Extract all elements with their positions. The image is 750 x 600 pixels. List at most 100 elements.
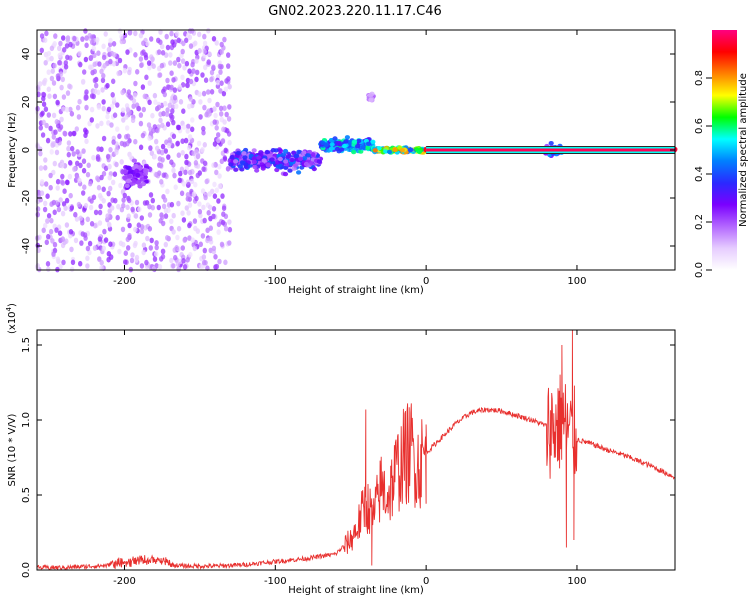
heatmap-cell	[53, 33, 58, 39]
heatmap-cell	[158, 29, 163, 35]
heatmap-cell	[356, 138, 362, 144]
heatmap-cell	[91, 194, 97, 201]
heatmap-cell	[209, 76, 214, 83]
snr-line	[36, 329, 675, 571]
heatmap-cell	[203, 194, 208, 201]
heatmap-cell	[180, 245, 185, 251]
heatmap-cell	[85, 216, 91, 223]
heatmap-cell	[171, 167, 176, 174]
heatmap-cell	[226, 63, 231, 69]
heatmap-cell	[39, 33, 45, 39]
heatmap-cell	[219, 241, 225, 248]
heatmap-cell	[172, 172, 177, 179]
heatmap-cell	[125, 133, 131, 140]
heatmap-cell	[161, 203, 167, 210]
heatmap-cell	[101, 43, 106, 50]
heatmap-cell	[215, 79, 220, 86]
heatmap-cell	[142, 93, 147, 100]
heatmap-cell	[131, 103, 136, 109]
heatmap-cell	[115, 126, 120, 132]
heatmap-cell	[125, 204, 130, 211]
heatmap-cell	[92, 245, 98, 251]
heatmap-cell	[81, 148, 86, 154]
heatmap-cell	[123, 250, 128, 256]
heatmap-cell	[220, 219, 226, 226]
heatmap-cell	[184, 153, 189, 160]
heatmap-cell	[169, 257, 174, 264]
heatmap-cell	[334, 146, 341, 152]
heatmap-cell	[80, 220, 85, 226]
heatmap-cell	[116, 70, 121, 77]
heatmap-cell	[106, 106, 112, 113]
heatmap-cell	[154, 240, 159, 246]
heatmap-cell	[57, 230, 63, 236]
heatmap-cell	[185, 82, 190, 89]
heatmap-cell	[335, 140, 342, 146]
heatmap-cell	[214, 263, 220, 270]
heatmap-cell	[332, 136, 338, 141]
heatmap-cell	[35, 105, 40, 112]
heatmap-cell	[109, 254, 114, 260]
heatmap-cell	[138, 120, 144, 127]
heatmap-cell	[165, 84, 171, 90]
heatmap-cell	[53, 129, 58, 135]
heatmap-cell	[97, 61, 102, 67]
heatmap-cell	[167, 102, 172, 109]
heatmap-cell	[45, 218, 50, 224]
x-tick-label: -100	[264, 276, 287, 287]
heatmap-cell	[171, 77, 176, 83]
heatmap-cell	[120, 89, 125, 96]
heatmap-cell	[242, 155, 248, 160]
snr-y-ticks: 0.0 0.5 1.0 1.5	[21, 337, 675, 578]
heatmap-cell	[213, 253, 218, 260]
heatmap-cell	[211, 64, 216, 70]
heatmap-cell	[94, 82, 99, 89]
heatmap-cell	[101, 99, 106, 105]
spectrogram-y-label: Frequency (Hz)	[7, 112, 18, 188]
heatmap-cell	[128, 154, 133, 161]
heatmap-cell	[147, 99, 152, 106]
heatmap-cell	[207, 191, 212, 197]
heatmap-cell	[251, 159, 257, 165]
heatmap-cell	[147, 64, 152, 71]
heatmap-cell	[188, 96, 193, 102]
heatmap-cell	[215, 101, 220, 108]
heatmap-cell	[187, 222, 192, 229]
heatmap-cell	[178, 170, 183, 177]
heatmap-cell	[160, 50, 166, 56]
y-tick-label: -40	[21, 238, 32, 254]
heatmap-cell	[95, 123, 100, 129]
heatmap-cell	[202, 40, 208, 47]
heatmap-cell	[185, 257, 190, 263]
heatmap-cell	[175, 124, 181, 131]
heatmap-cell	[85, 245, 91, 252]
heatmap-cell	[204, 178, 209, 185]
heatmap-cell	[76, 201, 82, 208]
heatmap-cell	[40, 110, 45, 117]
heatmap-cell	[376, 146, 382, 151]
heatmap-cell	[39, 190, 45, 196]
heatmap-cell	[201, 259, 207, 266]
heatmap-cell	[181, 124, 187, 130]
heatmap-cell	[67, 173, 73, 180]
heatmap-cell	[133, 80, 138, 87]
heatmap-cell	[137, 184, 143, 189]
heatmap-cell	[150, 204, 155, 211]
heatmap-cell	[195, 172, 200, 179]
heatmap-cell	[92, 77, 98, 84]
heatmap-cell	[186, 123, 191, 130]
x-tick-label: -200	[113, 276, 136, 287]
heatmap-cell	[214, 125, 219, 131]
heatmap-cell	[164, 33, 169, 40]
heatmap-cell	[125, 236, 130, 243]
heatmap-cell	[117, 57, 123, 64]
heatmap-cell	[41, 101, 47, 107]
heatmap-cell	[216, 198, 221, 204]
heatmap-cell	[223, 259, 228, 266]
heatmap-cell	[93, 209, 99, 216]
heatmap-cell	[92, 68, 98, 75]
heatmap-cell	[217, 258, 222, 265]
heatmap-cell	[165, 188, 170, 195]
heatmap-cell	[237, 164, 243, 169]
